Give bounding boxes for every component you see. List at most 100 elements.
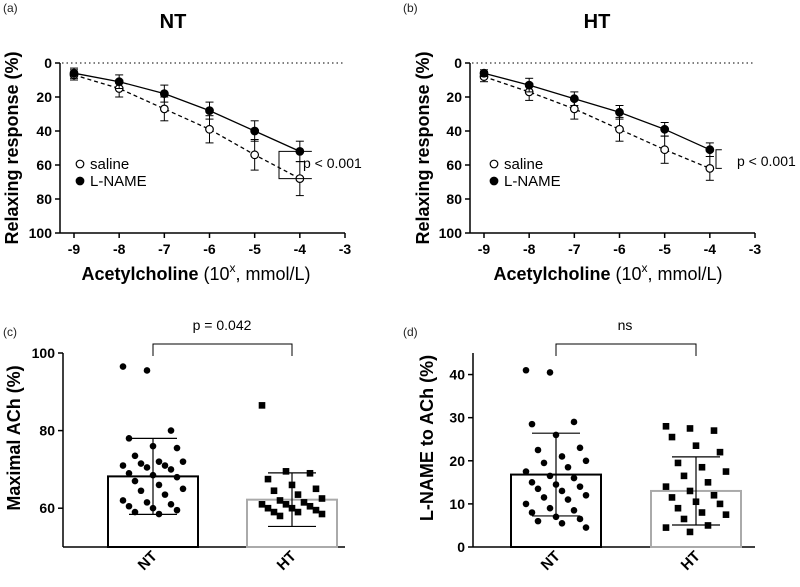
data-point-ht [722,511,730,518]
y-axis-label: Relaxing response (%) [413,51,433,244]
data-point-nt [522,468,530,475]
data-point-nt [179,485,187,493]
panel-letter: (a) [3,1,18,15]
x-category-label: NT [538,548,564,574]
significance-bracket [152,343,293,356]
data-point-l-name [114,77,124,87]
data-point-ht [306,469,314,477]
data-point-ht [258,402,266,409]
data-point-ht [270,508,278,516]
data-point-nt [576,483,584,490]
data-point-saline [569,104,579,114]
data-point-ht [662,483,670,490]
data-point-nt [558,519,566,527]
data-point-nt [552,513,560,521]
data-point-nt [149,471,157,479]
data-point-nt [582,524,590,531]
data-point-nt [534,485,542,493]
legend-lname-label: L-NAME [504,173,561,190]
data-point-ht [686,528,694,536]
data-point-nt [528,420,536,428]
y-tick-label: 20 [36,89,52,105]
y-axis-label: Relaxing response (%) [2,51,22,244]
data-point-ht [674,459,682,467]
data-point-ht [686,425,694,432]
data-point-nt [546,472,554,480]
data-point-nt [125,502,133,510]
data-point-ht [704,479,712,486]
data-point-ht [300,499,308,506]
data-point-ht [282,501,290,508]
y-tick-label: 100 [439,225,463,241]
legend-saline-label: saline [90,156,129,173]
x-tick-label: -4 [294,241,307,257]
data-point-l-name [705,145,715,155]
p-value-annotation: p < 0.001 [303,155,362,171]
data-point-nt [528,479,536,486]
significance-annotation: ns [618,317,633,333]
data-point-nt [570,507,578,514]
data-point-saline [205,124,214,134]
data-point-saline [615,124,624,134]
data-point-nt [576,444,584,452]
y-tick-label: 80 [446,191,462,207]
data-point-nt [570,474,578,482]
x-tick-label: -3 [339,241,352,257]
data-point-nt [155,510,163,518]
x-tick-label: -5 [658,241,671,257]
data-point-nt [576,515,584,523]
data-point-nt [125,435,133,442]
data-point-ht [276,512,284,520]
y-tick-label: 0 [44,55,52,71]
x-axis-label-unit: (10 [199,264,230,284]
data-point-l-name [479,68,489,78]
data-point-ht [282,468,290,475]
data-point-l-name [250,126,260,136]
x-tick-label: -6 [203,241,216,257]
y-tick-label: 60 [39,500,55,516]
panel-a-nt-line-chart: (a) NT Relaxing response (%) Acetylcholi… [2,1,362,284]
data-point-ht [710,491,718,499]
y-tick-label: 20 [446,89,462,105]
y-axis-label: Maximal ACh (%) [4,365,24,510]
x-axis-label: Acetylcholine (10x, mmol/L) [493,261,722,284]
y-tick-label: 100 [32,345,56,361]
series-line-l-name [73,72,301,152]
data-point-nt [173,473,181,481]
data-point-nt [582,457,590,465]
x-tick-label: -9 [68,241,81,257]
data-point-ht [276,497,284,504]
data-point-ht [692,498,700,506]
data-point-nt [522,500,530,508]
data-point-ht [662,524,670,531]
data-point-nt [167,466,175,473]
data-point-l-name [569,94,579,104]
data-point-nt [546,369,554,376]
legend-saline-label: saline [504,156,543,173]
y-axis-label: L-NAME to ACh (%) [417,355,437,521]
data-point-ht [288,481,296,489]
data-point-nt [149,504,157,512]
data-point-l-name [524,80,534,90]
data-point-nt [564,496,572,503]
data-point-nt [161,462,169,469]
x-axis-label-sup: x [642,261,648,275]
x-axis-label-main: Acetylcholine [81,264,198,284]
y-tick-label: 60 [36,157,52,173]
x-category-label: HT [678,548,704,574]
data-point-nt [131,508,139,516]
legend-saline-marker [75,159,85,169]
data-point-ht [662,422,670,430]
y-tick-label: 10 [449,496,465,512]
data-point-ht [318,510,326,518]
chart-title: NT [160,11,187,33]
data-point-nt [167,427,175,434]
data-point-ht [680,515,688,523]
data-point-ht [686,487,694,495]
y-tick-label: 60 [446,157,462,173]
data-point-ht [704,522,712,529]
x-tick-label: -9 [478,241,491,257]
data-point-nt [131,477,139,485]
data-point-l-name [660,124,670,134]
